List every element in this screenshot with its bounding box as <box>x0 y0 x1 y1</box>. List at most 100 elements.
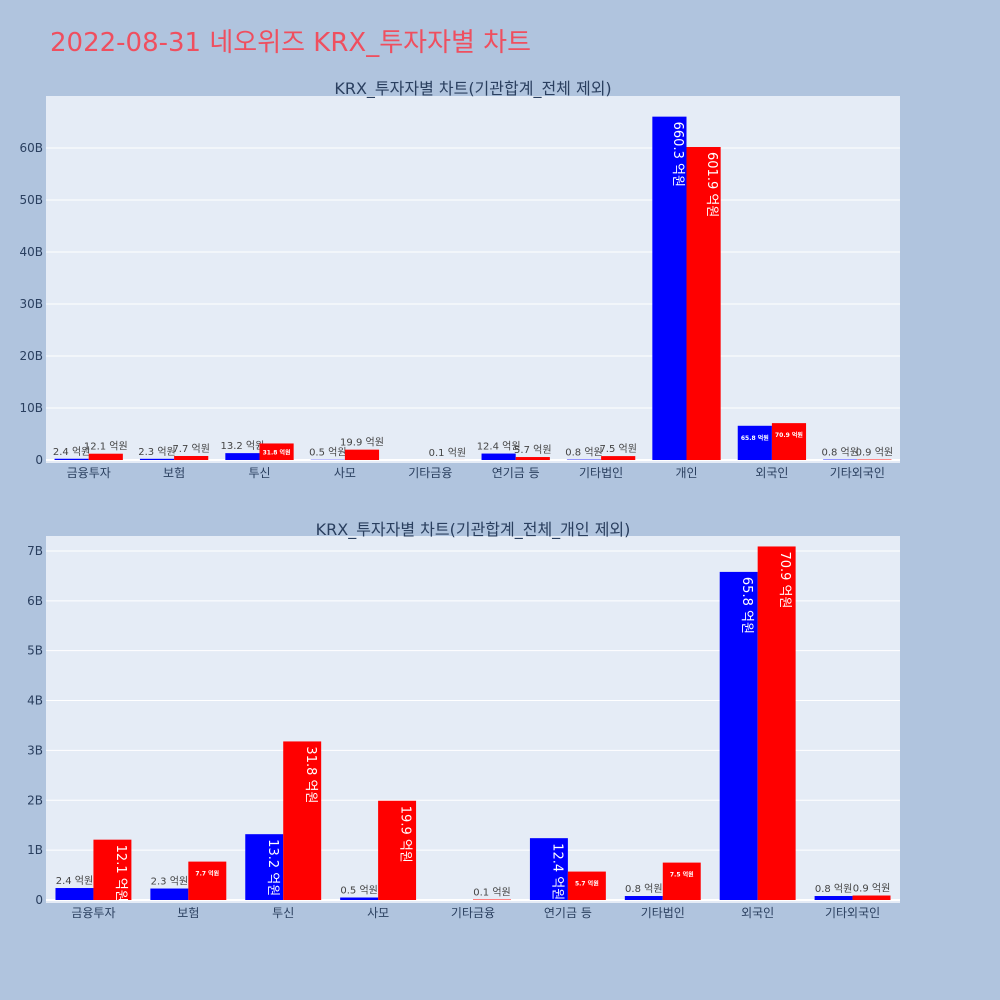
chart1-xtick: 투신 <box>248 466 270 480</box>
chart1-data-label: 31.8 억원 <box>263 449 291 457</box>
chart2-data-label: 12.1 억원 <box>113 845 128 902</box>
chart1-xtick: 금융투자 <box>67 466 111 480</box>
chart1-bar <box>737 425 772 460</box>
chart2-data-label: 12.4 억원 <box>549 843 564 900</box>
chart2-bar <box>340 897 379 900</box>
chart1-data-label: 2.3 억원 <box>138 446 175 458</box>
chart2-title: KRX_투자자별 차트(기관합계_전체_개인 제외) <box>316 520 631 540</box>
chart2-bar <box>529 838 568 900</box>
chart1-bar <box>139 458 175 460</box>
chart2-ytick: 0 <box>35 893 43 907</box>
chart1-data-label: 7.7 억원 <box>172 443 209 455</box>
chart2-data-label: 70.9 억원 <box>777 551 792 608</box>
chart2-bar <box>55 888 94 900</box>
chart1-ytick: 20B <box>19 349 43 363</box>
chart1-bar <box>652 116 687 461</box>
chart1-bar <box>481 453 516 460</box>
chart1-xtick: 연기금 등 <box>492 466 540 480</box>
chart1-bar <box>225 453 260 460</box>
chart2-xtick: 외국인 <box>741 906 774 920</box>
chart1-data-label: 70.9 억원 <box>775 431 803 439</box>
chart2-data-label: 0.1 억원 <box>473 887 510 899</box>
chart2-data-label: 19.9 억원 <box>398 806 413 863</box>
chart1-data-label: 5.7 억원 <box>514 444 551 456</box>
chart1-bar <box>344 449 380 460</box>
chart2-bar <box>93 839 132 900</box>
chart1-data-label: 0.8 억원 <box>565 447 602 459</box>
chart1-data-label: 65.8 억원 <box>741 434 769 442</box>
chart1-xtick: 사모 <box>334 466 356 480</box>
chart1-ytick: 30B <box>19 297 43 311</box>
chart1-bar <box>259 443 294 460</box>
chart2-data-label: 0.8 억원 <box>815 883 852 895</box>
chart2-data-label: 7.7 억원 <box>195 870 219 878</box>
page-title: 2022-08-31 네오위즈 KRX_투자자별 차트 <box>50 28 532 58</box>
chart2-data-label: 31.8 억원 <box>303 746 318 803</box>
chart2-ytick: 6B <box>27 594 43 608</box>
chart1-bar <box>686 147 721 460</box>
chart2-data-label: 13.2 억원 <box>265 839 280 896</box>
chart2-xtick: 기타외국인 <box>825 906 880 920</box>
chart2-data-label: 2.3 억원 <box>151 876 188 888</box>
chart2-ytick: 3B <box>27 743 43 757</box>
chart1-bar <box>88 453 123 460</box>
chart2-data-label: 0.9 억원 <box>853 883 890 895</box>
chart2-xtick: 기타금융 <box>451 906 495 920</box>
chart2-bar <box>188 861 227 900</box>
chart2-xtick: 연기금 등 <box>544 906 592 920</box>
chart2-bar <box>150 888 189 900</box>
chart2-bar <box>719 571 758 900</box>
chart1-data-label: 0.5 억원 <box>309 447 346 459</box>
chart1-data-label: 13.2 억원 <box>220 440 264 452</box>
chart2-xtick: 사모 <box>367 906 389 920</box>
chart1-bar <box>601 456 636 460</box>
chart2-ytick: 5B <box>27 644 43 658</box>
chart1-xtick: 기타금융 <box>408 466 452 480</box>
chart2-data-label: 2.4 억원 <box>56 875 93 887</box>
chart1-data-label: 19.9 억원 <box>340 437 384 449</box>
chart1-data-label: 660.3 억원 <box>670 122 685 187</box>
chart2-ytick: 7B <box>27 544 43 558</box>
chart1-bar <box>771 423 807 460</box>
chart1-xtick: 기타외국인 <box>830 466 885 480</box>
chart2-bar <box>378 800 417 900</box>
chart2-bar <box>662 862 701 900</box>
chart2-data-label: 0.5 억원 <box>340 885 377 897</box>
chart2-ytick: 2B <box>27 793 43 807</box>
chart1-data-label: 0.1 억원 <box>429 447 466 459</box>
chart2-data-label: 5.7 억원 <box>575 880 599 888</box>
chart2-xtick: 보험 <box>177 906 199 920</box>
chart1-ytick: 40B <box>19 245 43 259</box>
chart2-bar <box>757 546 796 900</box>
chart1-xtick: 외국인 <box>755 466 788 480</box>
chart1-ytick: 0 <box>35 453 43 467</box>
chart1-bar <box>174 455 209 460</box>
chart1-data-label: 2.4 억원 <box>53 446 90 458</box>
chart2-data-label: 0.8 억원 <box>625 883 662 895</box>
chart1-ytick: 60B <box>19 141 43 155</box>
chart1-data-label: 12.1 억원 <box>84 441 128 453</box>
chart1-xtick: 개인 <box>675 466 697 480</box>
chart2-bar <box>245 834 284 900</box>
chart2-data-label: 65.8 억원 <box>739 577 754 634</box>
chart1-data-label: 7.5 억원 <box>599 443 636 455</box>
chart1-title: KRX_투자자별 차트(기관합계_전체 제외) <box>334 79 611 99</box>
chart2-xtick: 기타법인 <box>641 906 685 920</box>
chart1-data-label: 12.4 억원 <box>477 441 521 453</box>
chart1-plot-area <box>46 96 900 463</box>
chart2-data-label: 7.5 억원 <box>670 871 694 879</box>
chart1-data-label: 0.9 억원 <box>856 447 893 459</box>
chart2-bar <box>852 895 891 900</box>
chart2-ytick: 4B <box>27 694 43 708</box>
chart2-ytick: 1B <box>27 843 43 857</box>
chart1-data-label: 0.8 억원 <box>821 447 858 459</box>
chart1-ytick: 50B <box>19 193 43 207</box>
chart1-bar <box>54 458 89 460</box>
chart1-xtick: 기타법인 <box>579 466 623 480</box>
chart2-bar <box>567 871 606 900</box>
chart2-xtick: 금융투자 <box>71 906 115 920</box>
chart1-xtick: 보험 <box>163 466 185 480</box>
chart2-bar <box>814 896 853 900</box>
chart1-bar <box>515 457 550 460</box>
